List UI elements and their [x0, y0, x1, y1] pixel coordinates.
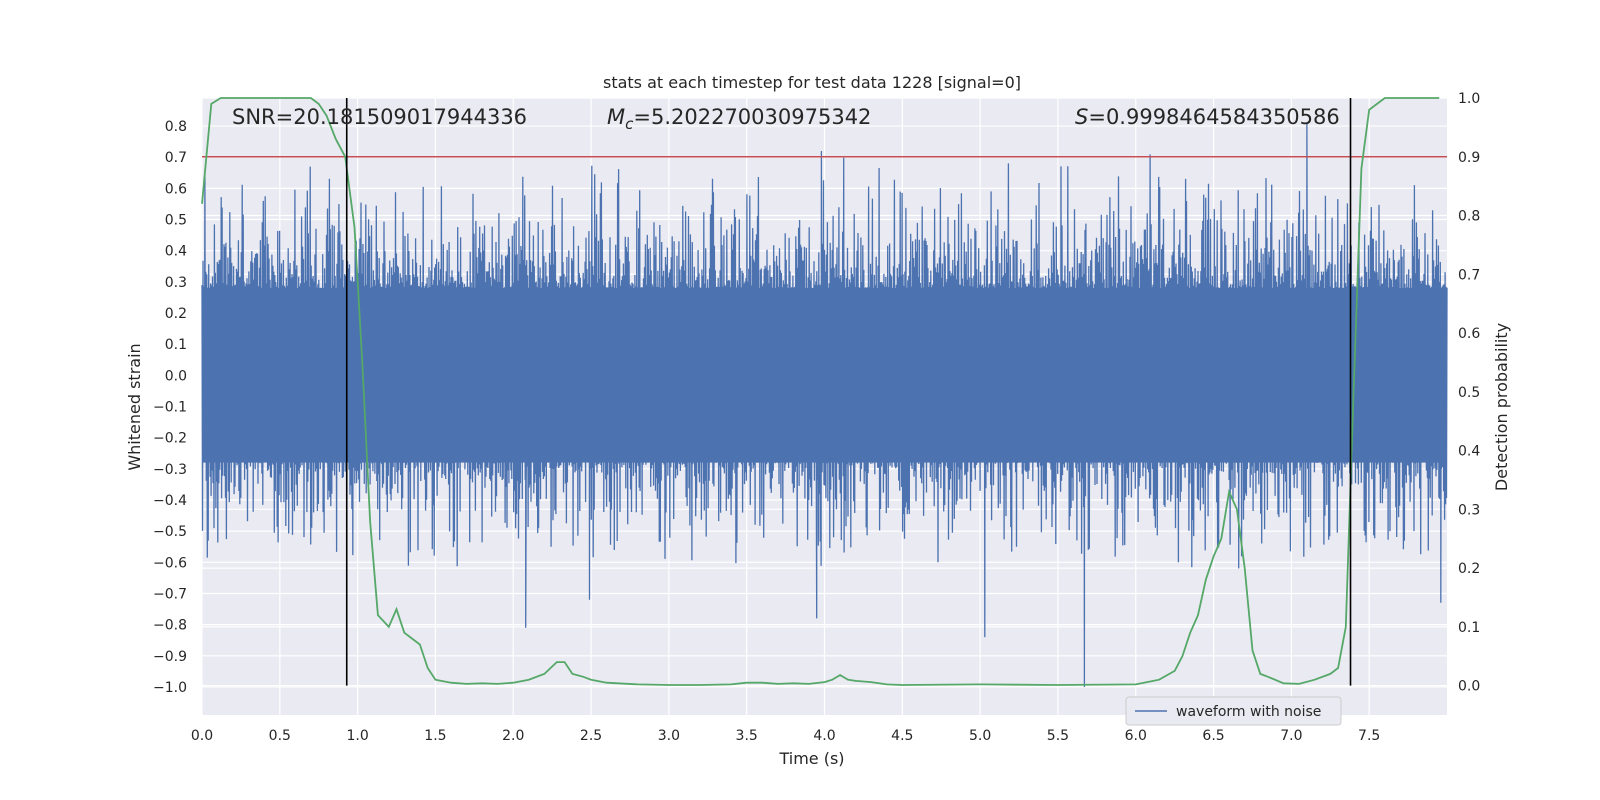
y-tick-label: 0.3 — [165, 275, 187, 291]
y-tick-label: 0.0 — [165, 368, 187, 384]
y-tick-label: −1.0 — [153, 680, 187, 696]
x-tick-label: 2.0 — [502, 728, 524, 744]
y-tick-label: −0.6 — [153, 555, 187, 571]
y-tick-label: −0.4 — [153, 493, 187, 509]
legend: waveform with noise — [1125, 696, 1342, 726]
legend-label: waveform with noise — [1176, 704, 1321, 720]
x-tick-label: 1.5 — [424, 728, 446, 744]
chirp-mass-value: =5.202270030975342 — [633, 105, 871, 129]
x-tick-label: 7.0 — [1280, 728, 1302, 744]
x-tick-label: 0.0 — [191, 728, 213, 744]
significance-annotation: S=0.9998464584350586 — [1075, 105, 1340, 129]
significance-symbol: S — [1075, 105, 1088, 129]
y2-tick-label: 0.3 — [1458, 502, 1480, 518]
x-tick-label: 6.0 — [1125, 728, 1147, 744]
event-markers — [345, 98, 1352, 686]
waveform-series — [201, 122, 1448, 688]
x-tick-label: 7.5 — [1358, 728, 1380, 744]
y-axis-ticks: 0.8 0.7 0.6 0.5 0.4 0.3 0.2 0.1 0.0 −0.1 −0.2 −0.3 −… — [153, 119, 187, 696]
x-axis-ticks: 0.0 0.5 1.0 1.5 2.0 2.5 3.0 3.5 4.0 4.5 5.0 5.5 6.0 6… — [191, 728, 1380, 744]
x-tick-label: 2.5 — [580, 728, 602, 744]
y2-tick-label: 0.9 — [1458, 150, 1480, 166]
y2-tick-label: 0.2 — [1458, 561, 1480, 577]
legend-box — [1125, 696, 1342, 726]
y2-tick-label: 0.1 — [1458, 620, 1480, 636]
x-tick-label: 4.5 — [891, 728, 913, 744]
probability-series — [201, 97, 1440, 686]
y2-tick-label: 0.8 — [1458, 209, 1480, 225]
y2-axis-label: Detection probability — [1492, 323, 1511, 491]
y-tick-label: 0.2 — [165, 306, 187, 322]
chart-title: stats at each timestep for test data 122… — [603, 73, 1021, 92]
y-tick-label: −0.5 — [153, 524, 187, 540]
x-tick-label: 6.5 — [1202, 728, 1224, 744]
y-tick-label: −0.7 — [153, 586, 187, 602]
y2-tick-label: 0.7 — [1458, 267, 1480, 283]
x-tick-label: 3.5 — [736, 728, 758, 744]
y-tick-label: 0.7 — [165, 150, 187, 166]
y-tick-label: −0.1 — [153, 400, 187, 416]
x-tick-label: 5.5 — [1047, 728, 1069, 744]
y-tick-label: 0.4 — [165, 244, 187, 260]
y-tick-label: 0.1 — [165, 337, 187, 353]
y2-tick-label: 0.0 — [1458, 679, 1480, 695]
y-tick-label: 0.6 — [165, 181, 187, 197]
x-tick-label: 4.0 — [813, 728, 835, 744]
y-tick-label: −0.9 — [153, 649, 187, 665]
chirp-mass-subscript: c — [625, 115, 634, 133]
y2-tick-label: 1.0 — [1458, 91, 1480, 107]
x-tick-label: 3.0 — [658, 728, 680, 744]
chirp-mass-annotation: Mc=5.202270030975342 — [607, 105, 871, 133]
y-tick-label: −0.8 — [153, 618, 187, 634]
y2-axis-ticks: 1.0 0.9 0.8 0.7 0.6 0.5 0.4 0.3 0.2 0.1 0.0 — [1458, 91, 1480, 695]
y-tick-label: −0.3 — [153, 462, 187, 478]
y2-tick-label: 0.5 — [1458, 385, 1480, 401]
y-tick-label: 0.5 — [165, 213, 187, 229]
chirp-mass-symbol: M — [607, 105, 625, 129]
x-tick-label: 0.5 — [269, 728, 291, 744]
waveform-line — [201, 122, 1448, 688]
y-axis-label: Whitened strain — [125, 343, 144, 470]
significance-value: =0.9998464584350586 — [1088, 105, 1339, 129]
x-axis-label: Time (s) — [778, 749, 844, 768]
x-tick-label: 5.0 — [969, 728, 991, 744]
probability-line — [201, 97, 1440, 686]
y-tick-label: −0.2 — [153, 431, 187, 447]
x-tick-label: 1.0 — [346, 728, 368, 744]
y2-tick-label: 0.4 — [1458, 444, 1480, 460]
waveform-core-band — [202, 288, 1447, 463]
y2-tick-label: 0.6 — [1458, 326, 1480, 342]
snr-annotation: SNR=20.181509017944336 — [232, 105, 527, 129]
y-tick-label: 0.8 — [165, 119, 187, 135]
